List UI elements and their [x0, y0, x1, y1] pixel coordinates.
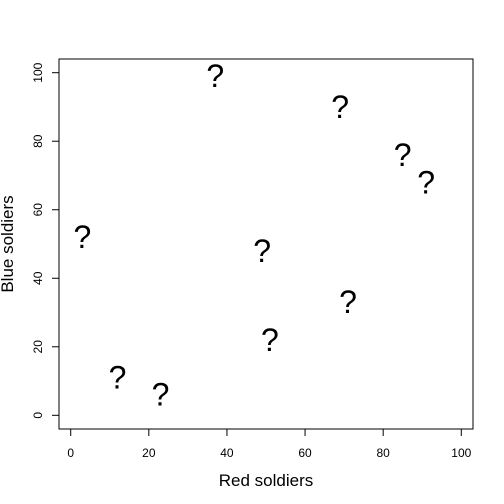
data-point-marker: ? — [417, 164, 435, 200]
x-tick-label: 60 — [298, 446, 312, 460]
data-point-marker: ? — [74, 219, 92, 255]
x-axis-title: Red soldiers — [219, 471, 314, 490]
x-tick-label: 80 — [376, 446, 390, 460]
y-tick-label: 60 — [31, 203, 45, 217]
data-points: ?????????? — [74, 58, 435, 413]
x-tick-label: 40 — [220, 446, 234, 460]
data-point-marker: ? — [152, 377, 170, 413]
y-tick-label: 40 — [31, 271, 45, 285]
y-tick-label: 20 — [31, 340, 45, 354]
x-axis: 0 20 40 60 80 100 — [67, 428, 472, 460]
data-point-marker: ? — [206, 58, 224, 94]
x-tick-label: 0 — [67, 446, 74, 460]
x-tick-label: 20 — [142, 446, 156, 460]
data-point-marker: ? — [339, 284, 357, 320]
data-point-marker: ? — [261, 322, 279, 358]
y-tick-label: 0 — [31, 412, 45, 419]
data-point-marker: ? — [331, 89, 349, 125]
y-tick-label: 100 — [31, 62, 45, 82]
y-axis: 0 20 40 60 80 100 — [31, 62, 60, 419]
y-tick-label: 80 — [31, 134, 45, 148]
data-point-marker: ? — [253, 233, 271, 269]
data-point-marker: ? — [394, 137, 412, 173]
y-axis-title: Blue soldiers — [0, 195, 17, 292]
x-tick-label: 100 — [451, 446, 471, 460]
data-point-marker: ? — [109, 360, 127, 396]
